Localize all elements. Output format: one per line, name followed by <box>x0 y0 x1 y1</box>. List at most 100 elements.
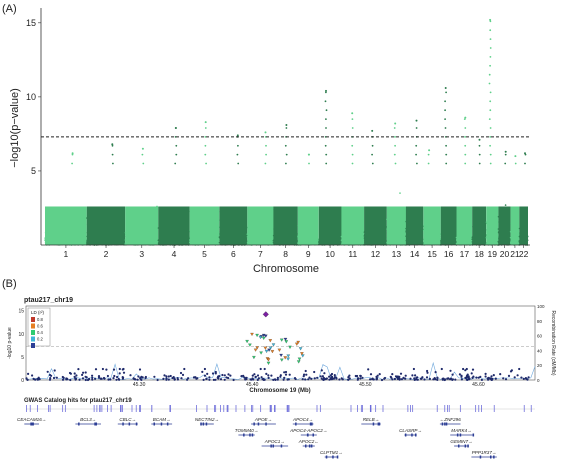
peak-snp-point <box>393 153 396 156</box>
locus-snp <box>504 378 508 381</box>
locus-snp <box>460 374 463 377</box>
chromosome-14-points <box>405 119 425 246</box>
chromosome-6-points <box>218 134 248 246</box>
locus-snp <box>66 378 69 381</box>
locus-snp <box>451 373 454 376</box>
chromosome-8-band <box>273 206 298 245</box>
locus-snp <box>214 372 217 375</box>
ld-snp <box>280 358 284 362</box>
peak-snp-point <box>445 153 448 156</box>
peak-snp-point <box>444 127 447 129</box>
chromosome-17-top-snp <box>464 116 467 119</box>
locus-snp <box>69 378 72 382</box>
peak-snp-point <box>394 162 397 165</box>
locus-snp <box>81 373 84 376</box>
locus-snp <box>118 367 121 371</box>
locus-snp <box>116 375 119 379</box>
locus-snp <box>449 369 452 372</box>
locus-snp <box>524 377 528 380</box>
locus-snp <box>206 372 209 375</box>
locus-snp <box>321 375 324 378</box>
locus-snp <box>423 378 426 381</box>
locus-snp <box>48 373 52 377</box>
locus-snp <box>112 368 116 371</box>
locus-snp <box>320 377 323 380</box>
locus-snp <box>487 376 490 379</box>
chromosome-2-band <box>86 206 126 245</box>
locus-snp <box>208 376 211 379</box>
locus-snp <box>313 377 316 380</box>
chromosome-1-top-snp <box>71 152 74 155</box>
peak-snp-point <box>371 162 374 165</box>
chromosome-tick-label: 17 <box>460 249 470 259</box>
locus-snp <box>468 377 471 380</box>
peak-snp-point <box>325 109 328 112</box>
locus-snp <box>470 372 473 375</box>
peak-snp-point <box>489 144 491 147</box>
chromosome-14-band <box>405 206 424 245</box>
locus-snp <box>78 378 81 381</box>
chromosome-tick-label: 2 <box>104 249 109 259</box>
peak-snp-point <box>464 153 467 156</box>
locus-snp <box>283 376 286 379</box>
locus-snp <box>212 378 215 381</box>
locus-snp <box>46 370 49 373</box>
locus-snp <box>477 376 480 379</box>
peak-snp-point <box>488 82 491 85</box>
locus-snp <box>227 373 230 376</box>
locus-snp <box>167 375 170 378</box>
chromosome-tick-label: 15 <box>427 249 437 259</box>
peak-snp-point <box>489 91 492 94</box>
ld-snp <box>297 357 302 361</box>
peak-snp-point <box>284 144 287 147</box>
locus-snp <box>115 378 118 381</box>
chromosome-22-top-snp <box>524 152 526 155</box>
chromosome-15-points <box>422 149 442 246</box>
ld-snp <box>279 353 283 358</box>
locus-snp <box>267 376 270 379</box>
locus-snp <box>203 367 206 371</box>
locus-snp <box>390 376 393 379</box>
peak-snp-point <box>444 118 446 120</box>
locus-snp <box>378 373 381 376</box>
locus-snp <box>518 367 521 371</box>
locus-snp <box>316 376 319 379</box>
chromosome-8-points <box>272 124 299 246</box>
locus-snp <box>294 377 297 381</box>
locus-snp <box>484 375 487 378</box>
chromosome-6-band <box>219 206 248 245</box>
peak-snp-point <box>445 91 447 94</box>
chromosome-5-band <box>189 206 220 245</box>
locus-snp <box>32 377 35 380</box>
locus-snp <box>84 378 87 382</box>
locus-snp <box>451 378 454 381</box>
peak-snp-point <box>415 153 417 156</box>
locus-snp <box>136 378 139 381</box>
peak-snp-point <box>111 153 114 156</box>
chromosome-20-points <box>497 150 512 246</box>
locus-snp <box>375 378 378 381</box>
locus-snp <box>270 374 273 377</box>
locus-snp <box>288 373 291 376</box>
locus-snp <box>391 373 394 376</box>
locus-snp <box>68 371 72 375</box>
peak-snp-point <box>351 118 354 120</box>
locus-snp <box>225 376 228 379</box>
peak-snp-point <box>504 153 507 156</box>
locus-snp <box>420 377 423 380</box>
peak-snp-point <box>325 162 328 165</box>
ld-snp <box>268 339 273 343</box>
peak-snp-point <box>464 144 467 147</box>
locus-snp <box>394 375 398 378</box>
peak-snp-point <box>489 64 491 67</box>
chromosome-tick-label: 7 <box>258 249 263 259</box>
locus-snp <box>251 377 254 380</box>
chromosome-18-band <box>472 206 487 245</box>
chromosome-21-band <box>510 206 520 245</box>
panel-a-label: (A) <box>2 3 17 15</box>
locus-snp <box>513 376 516 379</box>
locus-snp <box>333 374 336 377</box>
peak-snp-point <box>71 162 73 165</box>
locus-snp <box>354 374 357 378</box>
panel-b-label: (B) <box>2 278 17 290</box>
